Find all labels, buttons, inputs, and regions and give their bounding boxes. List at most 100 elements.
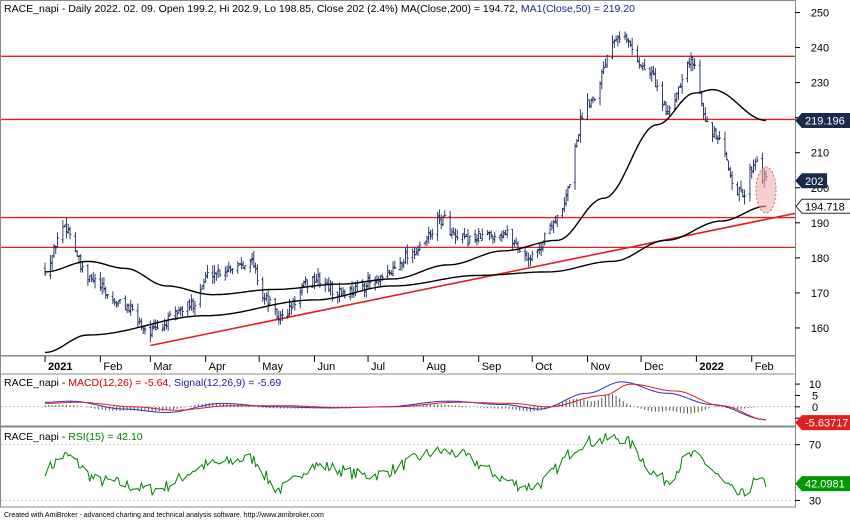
price-bar	[138, 317, 142, 325]
price-bar	[466, 229, 470, 247]
macd-header-macd: MACD(12,26) = -5.64,	[68, 377, 174, 389]
price-bar	[115, 300, 118, 308]
price-y-tick-label: 170	[811, 288, 829, 300]
price-header-main: RACE_napi - Daily 2022. 02. 09. Open 199…	[4, 3, 521, 15]
price-bar	[248, 258, 252, 273]
price-bar	[636, 45, 639, 63]
footer-credit: Created with AmiBroker - advanced charti…	[4, 512, 324, 519]
price-bar	[289, 302, 293, 315]
price-bar	[680, 73, 684, 94]
last-value-label: 202	[795, 173, 828, 189]
price-bar	[579, 109, 582, 143]
macd-header: RACE_napi - MACD(12,26) = -5.64, Signal(…	[4, 377, 281, 389]
price-bar	[154, 319, 158, 331]
price-bar	[214, 272, 218, 281]
price-bar	[298, 288, 302, 309]
macd-lines	[44, 381, 767, 421]
price-bar	[236, 261, 240, 274]
price-bar	[386, 264, 390, 279]
price-bar	[204, 271, 208, 283]
price-bar	[561, 207, 564, 219]
price-bar	[537, 242, 541, 255]
price-bar	[691, 56, 695, 72]
price-bar	[425, 235, 429, 247]
price-bar	[241, 261, 245, 269]
price-bar	[566, 186, 570, 202]
price-bar	[530, 250, 534, 262]
price-bar	[388, 269, 391, 276]
price-bar	[668, 105, 672, 117]
last-value-labels: 219.196 202 194.718	[795, 112, 850, 214]
macd-header-signal: Signal(12,26,9) = -5.69	[174, 377, 281, 389]
price-bar	[441, 216, 445, 227]
price-y-tick-label: 180	[811, 253, 829, 265]
x-axis-tick-label: Feb	[755, 361, 774, 373]
rsi-series-line	[44, 433, 767, 497]
price-bar	[193, 300, 197, 316]
price-bar	[277, 310, 281, 325]
price-bar	[90, 274, 93, 282]
price-bar	[111, 291, 115, 305]
price-bar	[86, 264, 90, 286]
price-bar	[389, 270, 393, 276]
ma200-line	[44, 205, 767, 354]
macd-last-value-label: -5.63717	[795, 415, 850, 431]
price-bar	[123, 295, 127, 311]
price-bar	[280, 309, 284, 321]
price-header: RACE_napi - Daily 2022. 02. 09. Open 199…	[4, 3, 635, 15]
price-bar	[527, 252, 531, 268]
price-bar	[730, 170, 734, 190]
price-bar	[211, 265, 215, 284]
price-bar	[627, 38, 630, 48]
price-bar	[143, 326, 147, 335]
x-axis-tick-label: Feb	[103, 361, 122, 373]
price-bar	[639, 64, 643, 68]
price-bar	[414, 247, 418, 256]
price-bar	[243, 265, 247, 271]
price-panel-frame	[0, 0, 796, 356]
macd-y-tick-label: 5	[812, 390, 818, 402]
macd-header-name: RACE_napi -	[4, 377, 68, 389]
price-bar	[91, 272, 95, 283]
price-bar	[341, 287, 345, 295]
price-bar	[316, 267, 320, 286]
price-bar	[225, 265, 229, 278]
macd-y-tick-label: 0	[812, 402, 818, 414]
price-bar	[404, 247, 407, 264]
price-bar	[127, 303, 131, 313]
price-bar	[118, 298, 122, 304]
price-bar	[700, 91, 704, 107]
price-bar	[266, 290, 270, 313]
price-bar	[714, 127, 718, 140]
svg-text:42.0981: 42.0981	[805, 479, 845, 491]
price-bar	[739, 180, 743, 193]
price-bar	[603, 58, 607, 69]
price-bar	[391, 261, 395, 277]
price-bar	[125, 303, 129, 314]
moving-averages	[44, 88, 767, 354]
price-bar	[179, 306, 183, 317]
price-bar	[705, 116, 709, 123]
price-bar	[512, 239, 516, 247]
price-bar	[673, 93, 677, 110]
price-bar	[464, 234, 468, 238]
price-bar	[463, 227, 466, 240]
price-bar	[48, 254, 52, 280]
x-axis-tick-label: Dec	[644, 361, 664, 373]
price-bar	[168, 310, 172, 317]
price-y-tick-label: 250	[811, 8, 829, 20]
price-bar	[188, 298, 191, 311]
x-axis-tick-label: Nov	[591, 361, 611, 373]
price-bars	[43, 31, 768, 343]
price-bar	[662, 100, 666, 106]
trendline	[150, 212, 796, 347]
price-bar	[529, 254, 532, 267]
price-bar	[213, 265, 216, 284]
x-axis-tick-label: May	[262, 361, 283, 373]
macd-panel-frame	[0, 373, 796, 427]
price-bar	[189, 294, 193, 311]
price-y-tick-label: 190	[811, 218, 829, 230]
price-bar	[625, 33, 629, 44]
price-bar	[150, 324, 154, 338]
